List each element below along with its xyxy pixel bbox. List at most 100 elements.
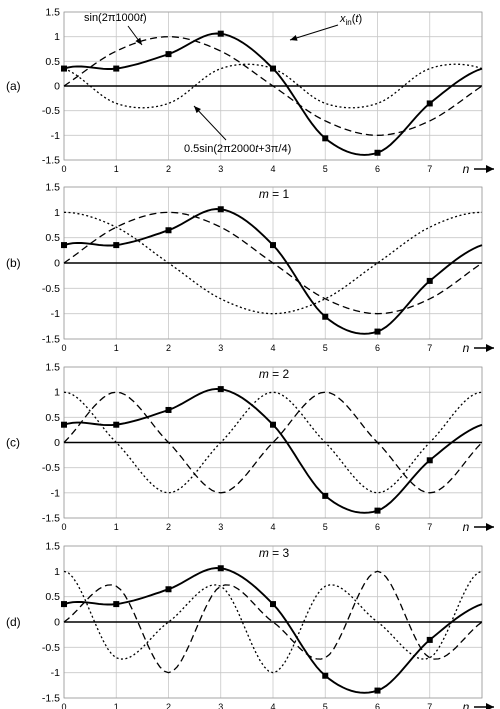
y-tick-label: -0.5 (42, 642, 60, 654)
x-tick-label: 3 (218, 702, 223, 709)
series-line-cos (63, 391, 483, 494)
sample-point (322, 313, 329, 320)
y-tick-label: 1 (54, 207, 60, 219)
sample-point (61, 421, 67, 428)
x-axis-arrow-head (486, 165, 494, 173)
y-tick-label: 1 (54, 31, 60, 43)
y-tick-label: -0.5 (42, 283, 60, 295)
x-tick-label: 3 (218, 343, 223, 353)
x-tick-label: 1 (114, 522, 119, 532)
sample-point (374, 687, 381, 694)
y-tick-label: -1.5 (42, 513, 60, 525)
x-tick-label: 1 (114, 164, 119, 174)
panel-c: 1.510.50-0.5-1-1.50 1 2 3 4 5 6 7 n(c)m = 2 (6, 362, 494, 534)
series-line-cos (63, 211, 483, 315)
series (61, 565, 483, 694)
annotations: sin(2π1000t) xin(t) 0.5sin(2π2000t+3π/4) (84, 12, 362, 155)
sample-point (217, 206, 224, 213)
y-tick-label: -1 (51, 667, 60, 679)
sample-point (113, 65, 120, 72)
x-tick-label: 6 (375, 164, 380, 174)
series-line-sin (63, 211, 483, 315)
x-tick-label: 0 (61, 343, 66, 353)
x-axis-arrow-head (486, 703, 494, 709)
sample-point (217, 565, 224, 572)
sample-point (270, 601, 276, 608)
sample-point (270, 242, 276, 249)
annotation-sin-label: sin(2π1000t) (84, 12, 147, 24)
y-tick-label: 0 (54, 81, 60, 93)
series (61, 30, 483, 156)
sample-point (165, 586, 172, 593)
y-tick-label: -0.5 (42, 462, 60, 474)
x-tick-label: 7 (427, 522, 432, 532)
sample-point (61, 242, 67, 249)
sample-point (426, 277, 433, 284)
sample-point (426, 100, 433, 107)
sample-point (374, 149, 381, 156)
sample-point (426, 636, 433, 643)
y-tick-label: 0.5 (45, 232, 60, 244)
sample-point (61, 65, 67, 72)
series-line-sin (63, 391, 483, 494)
x-tick-label: 5 (323, 343, 328, 353)
x-axis-label: n (463, 700, 470, 709)
x-tick-label: 2 (166, 343, 171, 353)
series-line-cos (63, 570, 483, 674)
x-axis-label: n (463, 341, 470, 355)
x-tick-label: 1 (114, 702, 119, 709)
sample-point (165, 227, 172, 234)
y-tick-label: 0 (54, 258, 60, 270)
x-axis-arrow-head (486, 523, 494, 531)
x-tick-label: 6 (375, 522, 380, 532)
y-tick-label: 0 (54, 617, 60, 629)
x-tick-label: 4 (270, 164, 275, 174)
panel-title: m = 1 (259, 187, 290, 201)
panel-label: (d) (6, 615, 21, 629)
panel-d: 1.510.50-0.5-1-1.50 1 2 3 4 5 6 7 n(d)m = 3 (6, 541, 494, 709)
y-tick-label: -1 (51, 308, 60, 320)
sample-point (113, 601, 120, 608)
x-tick-label: 0 (61, 164, 66, 174)
panel-title: m = 3 (259, 546, 290, 560)
sample-point (113, 242, 120, 249)
y-tick-label: 1 (54, 566, 60, 578)
sample-point (322, 492, 329, 499)
series-line-0-5sin-2-2000t-3-4- (63, 63, 483, 109)
x-tick-label: 4 (270, 343, 275, 353)
y-tick-label: -1 (51, 130, 60, 142)
annotation-harmonic-arrowhead (194, 106, 201, 114)
sample-point (270, 421, 276, 428)
annotation-xin-leader (289, 24, 339, 41)
annotation-harmonic-leader (193, 105, 227, 141)
sample-point (165, 406, 172, 413)
x-tick-label: 2 (166, 522, 171, 532)
x-axis-arrow-head (486, 344, 494, 352)
sample-point (426, 457, 433, 464)
x-tick-label: 5 (323, 702, 328, 709)
x-tick-label: 7 (427, 343, 432, 353)
x-tick-label: 3 (218, 164, 223, 174)
panel-label: (c) (6, 436, 20, 450)
sample-point (322, 672, 329, 679)
annotation-xin-arrowhead (290, 35, 298, 41)
y-tick-label: -1.5 (42, 693, 60, 705)
y-tick-label: 0.5 (45, 591, 60, 603)
x-tick-label: 5 (323, 164, 328, 174)
x-tick-label: 4 (270, 702, 275, 709)
annotation-xin-label: xin(t) (339, 13, 362, 27)
sample-point (61, 601, 67, 608)
x-tick-label: 2 (166, 164, 171, 174)
y-tick-label: 1.5 (45, 362, 60, 374)
y-tick-label: 1.5 (45, 541, 60, 553)
y-tick-label: -1 (51, 487, 60, 499)
y-tick-label: 1 (54, 387, 60, 399)
panel-title: m = 2 (259, 367, 290, 381)
sample-point (165, 51, 172, 58)
x-tick-label: 6 (375, 343, 380, 353)
x-tick-label: 0 (61, 522, 66, 532)
panel-label: (a) (6, 79, 21, 93)
x-axis-label: n (463, 520, 470, 534)
x-tick-label: 3 (218, 522, 223, 532)
